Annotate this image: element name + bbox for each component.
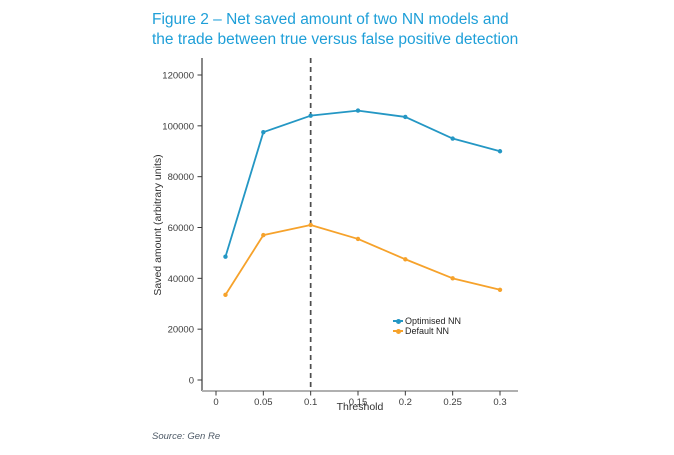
y-axis-title: Saved amount (arbitrary units) [152,154,164,296]
figure-title: Figure 2 – Net saved amount of two NN mo… [152,10,602,50]
x-tick-label: 0.25 [443,397,462,408]
x-tick-label: 0.05 [254,397,273,408]
data-point-optimised-nn [261,129,266,135]
figure-title-line2: the trade between true versus false posi… [152,31,519,48]
source-note: Source: Gen Re [152,431,221,442]
legend-marker-line-dot-icon [393,318,403,324]
data-point-optimised-nn [223,254,228,259]
figure-title-line1: Figure 2 – Net saved amount of two NN mo… [152,11,509,28]
y-tick-label: 120000 [162,71,194,82]
data-point-default-nn [308,222,313,228]
x-tick-label: 0.1 [304,397,317,408]
x-tick-label: 0 [213,397,218,408]
legend-label: Optimised NN [405,316,462,326]
y-tick-label: 40000 [168,274,194,285]
x-axis-title: Threshold [336,401,384,413]
x-tick-label: 0.2 [399,397,412,408]
data-point-default-nn [261,232,266,238]
legend-item-optimised-nn: Optimised NN [393,316,461,326]
data-point-default-nn [355,236,361,242]
y-tick-label: 80000 [168,172,194,183]
data-point-optimised-nn [497,149,503,154]
y-tick-label: 0 [189,376,194,387]
legend-marker-line-dot-icon [393,328,403,334]
data-point-optimised-nn [308,113,313,118]
data-point-default-nn [497,287,503,292]
data-point-default-nn [403,257,408,262]
data-point-optimised-nn [450,136,455,141]
x-tick-label: 0.3 [493,397,506,408]
y-tick-label: 100000 [162,121,194,132]
y-tick-label: 60000 [168,223,194,234]
data-point-default-nn [223,292,228,298]
data-point-default-nn [450,276,455,281]
legend-item-default-nn: Default NN [393,326,461,336]
legend-label: Default NN [405,326,450,336]
y-tick-label: 20000 [168,325,194,336]
data-point-optimised-nn [403,114,408,120]
series-line-default-nn [224,224,501,296]
chart-legend: Optimised NN Default NN [393,316,461,336]
x-tick-label: 0.15 [349,397,368,408]
data-point-optimised-nn [355,108,361,113]
